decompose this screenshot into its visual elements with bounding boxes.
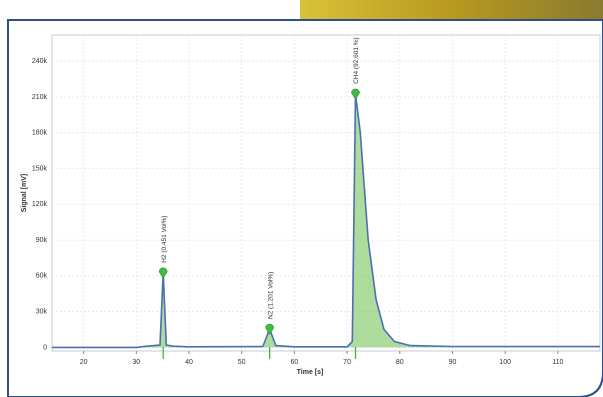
- y-tick-label: 120k: [32, 201, 48, 208]
- y-tick-label: 180k: [32, 130, 48, 137]
- peak-label: H2 (0.451 Vol%): [161, 215, 168, 262]
- y-axis-label: Signal [mV]: [21, 174, 28, 213]
- peak-label: N2 (1.201 Vol%): [267, 272, 274, 319]
- x-tick-label: 110: [552, 359, 563, 366]
- x-tick-label: 40: [185, 359, 193, 366]
- x-tick-label: 20: [80, 359, 88, 366]
- plot-area: [51, 34, 601, 352]
- y-tick-label: 90k: [36, 237, 48, 244]
- y-tick-label: 60k: [36, 273, 48, 280]
- x-axis-label: Time [s]: [297, 369, 324, 376]
- y-tick-label: 30k: [36, 308, 48, 315]
- peak-label: CH4 (92.601 %): [353, 37, 360, 84]
- header-image: [300, 0, 603, 20]
- series-line: [52, 93, 600, 349]
- x-tick-label: 60: [290, 359, 298, 366]
- peak-marker: [351, 88, 360, 100]
- y-tick-label: 240k: [32, 58, 48, 65]
- x-tick-label: 50: [238, 359, 246, 366]
- x-tick-label: 80: [396, 359, 404, 366]
- x-tick-label: 100: [499, 359, 511, 366]
- x-tick-label: 70: [343, 359, 351, 366]
- y-tick-label: 0: [43, 344, 47, 351]
- peak-marker: [265, 323, 274, 335]
- y-tick-label: 210k: [32, 94, 48, 101]
- x-tick-label: 30: [132, 359, 140, 366]
- x-tick-label: 90: [449, 359, 457, 366]
- peak-marker: [158, 267, 168, 279]
- y-tick-label: 150k: [32, 165, 48, 172]
